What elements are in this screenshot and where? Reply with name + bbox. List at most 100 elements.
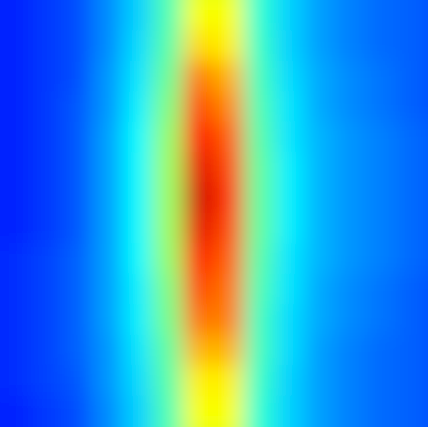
heat-cell	[427, 91, 428, 122]
heat-cell	[122, 30, 154, 61]
heat-cell	[397, 91, 428, 122]
heat-cell	[336, 243, 368, 274]
heat-cell	[214, 243, 246, 274]
heat-cell	[305, 152, 337, 183]
heat-cell	[92, 30, 124, 61]
heat-cell	[92, 91, 124, 122]
heatmap	[0, 0, 428, 427]
heat-cell	[336, 91, 368, 122]
heat-cell	[31, 243, 63, 274]
heat-cell	[275, 152, 307, 183]
heat-cell	[336, 335, 368, 366]
heat-cell	[92, 152, 124, 183]
heat-cell	[183, 243, 215, 274]
heat-cell	[366, 396, 398, 427]
heat-cell	[244, 274, 276, 305]
heat-cell	[61, 61, 93, 92]
heat-cell	[122, 365, 154, 396]
heat-cell	[244, 122, 276, 153]
heat-cell	[183, 0, 215, 31]
heat-cell	[397, 30, 428, 61]
heat-cell	[366, 213, 398, 244]
heat-cell	[61, 274, 93, 305]
heat-cell	[122, 213, 154, 244]
heat-cell	[183, 396, 215, 427]
heat-cell	[122, 61, 154, 92]
heat-cell	[0, 183, 32, 214]
heat-cell	[0, 274, 32, 305]
heat-cell	[92, 304, 124, 335]
heat-cell	[183, 335, 215, 366]
heat-cell	[122, 183, 154, 214]
heat-cell	[305, 0, 337, 31]
heat-cell	[61, 396, 93, 427]
heat-cell	[214, 365, 246, 396]
heat-cell	[275, 426, 307, 427]
heat-cell	[305, 274, 337, 305]
heat-cell	[244, 213, 276, 244]
heat-cell	[214, 274, 246, 305]
heat-cell	[427, 30, 428, 61]
heat-cell	[214, 213, 246, 244]
heat-cell	[153, 91, 185, 122]
heat-cell	[397, 365, 428, 396]
heat-cell	[214, 91, 246, 122]
heat-cell	[183, 365, 215, 396]
heat-cell	[183, 304, 215, 335]
heat-cell	[305, 426, 337, 427]
heat-cell	[122, 426, 154, 427]
heat-cell	[397, 61, 428, 92]
heat-cell	[275, 304, 307, 335]
heat-cell	[214, 30, 246, 61]
heat-cell	[0, 0, 32, 31]
heat-cell	[61, 213, 93, 244]
heat-cell	[336, 396, 368, 427]
heat-cell	[366, 365, 398, 396]
heat-cell	[214, 61, 246, 92]
heat-cell	[275, 213, 307, 244]
heat-cell	[305, 396, 337, 427]
heat-cell	[244, 91, 276, 122]
heat-cell	[305, 213, 337, 244]
heat-cell	[336, 365, 368, 396]
heat-cell	[427, 365, 428, 396]
heat-cell	[275, 61, 307, 92]
heat-cell	[183, 152, 215, 183]
heat-cell	[366, 0, 398, 31]
heat-cell	[427, 335, 428, 366]
heat-cell	[275, 91, 307, 122]
heat-cell	[397, 396, 428, 427]
heat-cell	[214, 396, 246, 427]
heat-cell	[183, 91, 215, 122]
heat-cell	[122, 0, 154, 31]
heat-cell	[61, 183, 93, 214]
heat-cell	[366, 274, 398, 305]
heat-cell	[336, 426, 368, 427]
heat-cell	[61, 426, 93, 427]
heat-cell	[427, 243, 428, 274]
heat-cell	[244, 0, 276, 31]
heat-cell	[336, 0, 368, 31]
heat-cell	[427, 122, 428, 153]
heat-cell	[92, 183, 124, 214]
heat-cell	[153, 274, 185, 305]
heat-cell	[244, 365, 276, 396]
heat-cell	[183, 274, 215, 305]
heat-cell	[305, 335, 337, 366]
heat-cell	[427, 426, 428, 427]
heat-cell	[397, 213, 428, 244]
heat-cell	[336, 304, 368, 335]
heat-cell	[92, 396, 124, 427]
heat-cell	[0, 396, 32, 427]
heat-cell	[336, 213, 368, 244]
heat-cell	[366, 243, 398, 274]
heat-cell	[122, 396, 154, 427]
heat-cell	[336, 122, 368, 153]
heat-cell	[61, 335, 93, 366]
heat-cell	[397, 152, 428, 183]
heat-cell	[214, 335, 246, 366]
heat-cell	[366, 152, 398, 183]
heat-cell	[153, 61, 185, 92]
heat-cell	[214, 152, 246, 183]
heat-cell	[305, 61, 337, 92]
